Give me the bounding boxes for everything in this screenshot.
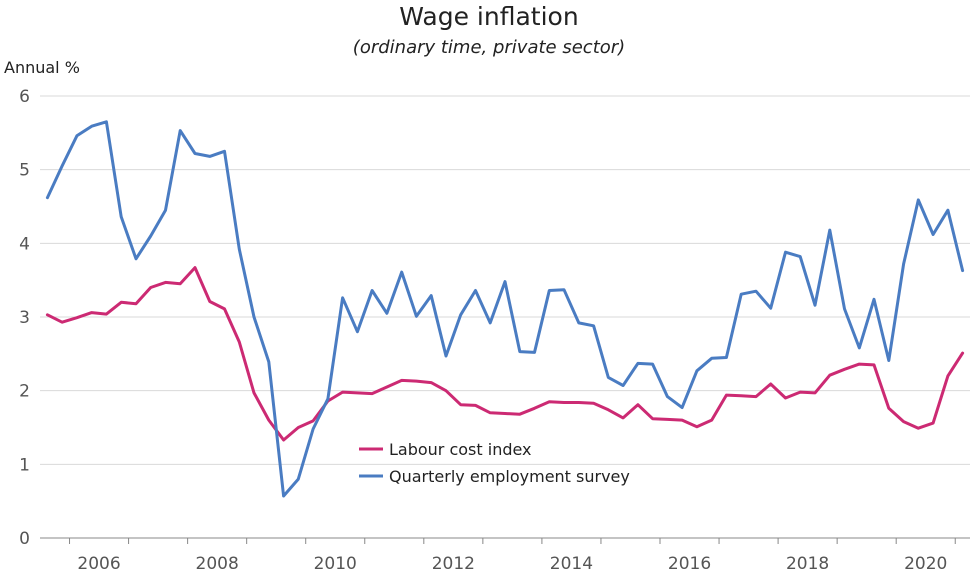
x-tick-label: 2008 (196, 554, 239, 574)
y-tick-label: 0 (19, 529, 30, 549)
legend: Labour cost index Quarterly employment su… (359, 440, 630, 486)
grid-lines (40, 95, 970, 465)
x-tick-label: 2016 (668, 554, 711, 574)
y-axis-label: Annual % (4, 58, 80, 77)
series-line-labour-cost-index (45, 266, 965, 442)
x-tick-label: 2006 (77, 554, 120, 574)
y-tick-label: 1 (19, 455, 30, 475)
x-tick-label: 2020 (904, 554, 947, 574)
x-tick-label: 2014 (550, 554, 593, 574)
series-line-quarterly-employment-survey (45, 120, 965, 498)
y-tick-label: 3 (19, 308, 30, 328)
y-tick-label: 6 (19, 87, 30, 107)
legend-label: Quarterly employment survey (389, 467, 630, 486)
y-tick-label: 2 (19, 382, 30, 402)
y-tick-label: 4 (19, 234, 30, 254)
axes: 0 1 2 3 4 5 6 2006 2008 2010 2012 2014 2016 2018 2020 (19, 87, 970, 574)
y-tick-label: 5 (19, 161, 30, 181)
chart-title: Wage inflation (399, 2, 579, 31)
legend-label: Labour cost index (389, 440, 532, 459)
x-tick-label: 2012 (432, 554, 475, 574)
series-lines (45, 120, 965, 498)
x-tick-label: 2018 (786, 554, 829, 574)
chart-subtitle: (ordinary time, private sector) (352, 37, 626, 58)
x-tick-label: 2010 (314, 554, 357, 574)
